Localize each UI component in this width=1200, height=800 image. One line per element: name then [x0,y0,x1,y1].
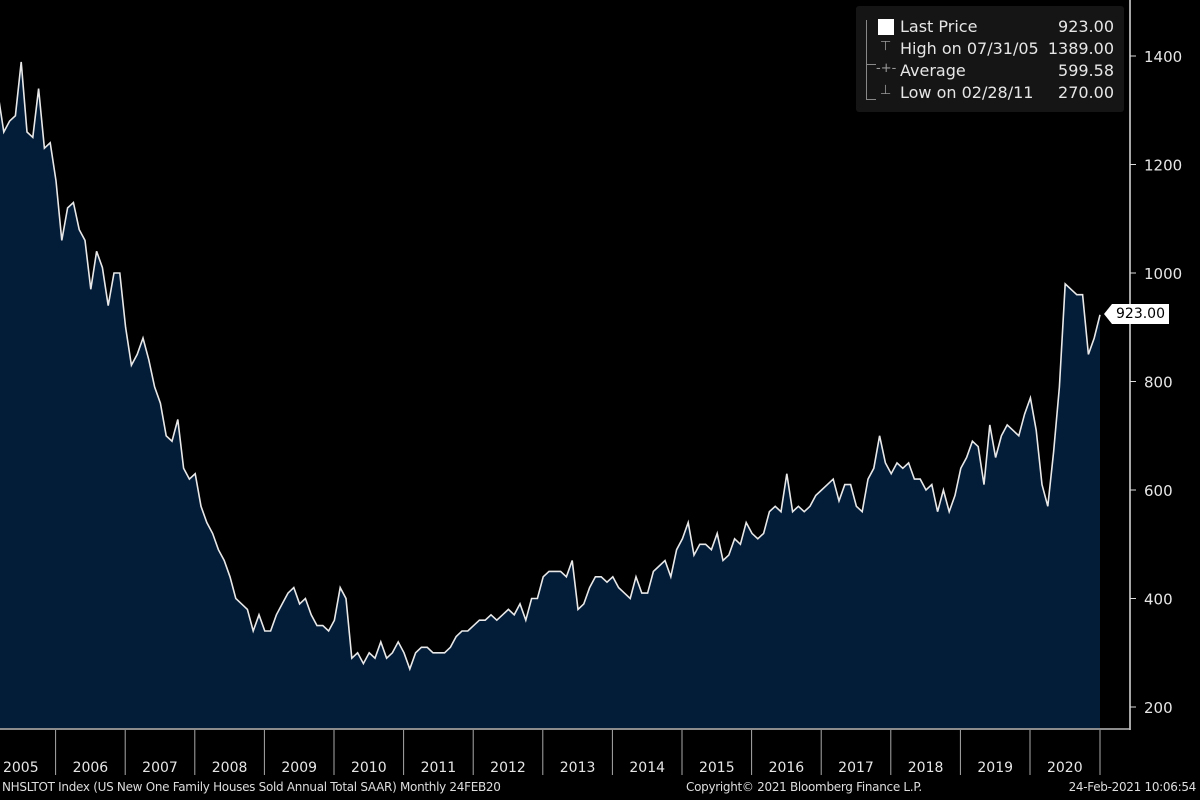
x-tick-label: 2007 [142,760,178,776]
series-area-fill [0,62,1100,728]
legend-row-high: High on 07/31/05 1389.00 [900,39,1114,61]
y-tick-label: 600 [1144,482,1173,500]
y-tick-label: 800 [1144,374,1173,392]
legend-label: Average [900,61,966,80]
legend: ⊤ -+- ⊥ Last Price 923.00 High on 07/31/… [856,6,1124,112]
y-tick-label: 200 [1144,699,1173,717]
x-tick-label: 2018 [908,760,944,776]
x-tick-label: 2020 [1047,760,1083,776]
legend-tree-tick [866,64,876,65]
low-marker-icon: ⊥ [880,83,892,98]
legend-row-low: Low on 02/28/11 270.00 [900,83,1114,105]
footer-security-description: NHSLTOT Index (US New One Family Houses … [2,780,501,794]
x-tick-label: 2010 [351,760,387,776]
x-tick-label: 2019 [977,760,1013,776]
legend-row-average: Average 599.58 [900,61,1114,83]
legend-label: Low on 02/28/11 [900,83,1034,102]
y-tick-label: 1200 [1144,157,1182,175]
x-tick-label: 2009 [281,760,317,776]
x-tick-label: 2015 [699,760,735,776]
legend-value: 923.00 [1058,17,1114,36]
x-tick-label: 2005 [3,760,39,776]
legend-tree-tick [866,99,876,100]
last-price-tag: 923.00 [1104,304,1169,324]
x-tick-label: 2014 [629,760,665,776]
y-tick-label: 1400 [1144,48,1182,66]
x-tick-label: 2012 [490,760,526,776]
high-marker-icon: ⊤ [880,39,892,54]
legend-row-last-price: Last Price 923.00 [900,17,1114,39]
y-tick-label: 1000 [1144,265,1182,283]
x-tick-label: 2008 [212,760,248,776]
footer-timestamp: 24-Feb-2021 10:06:54 [1068,780,1197,794]
x-tick-label: 2011 [421,760,457,776]
legend-tree-line [866,20,877,100]
x-tick-label: 2017 [838,760,874,776]
x-tick-label: 2006 [73,760,109,776]
y-tick-label: 400 [1144,591,1173,609]
legend-value: 270.00 [1058,83,1114,102]
legend-label: High on 07/31/05 [900,39,1039,58]
legend-label: Last Price [900,17,978,36]
x-tick-label: 2016 [769,760,805,776]
legend-value: 599.58 [1058,61,1114,80]
average-marker-icon: -+- [876,61,897,76]
x-tick-label: 2013 [560,760,596,776]
legend-value: 1389.00 [1047,39,1114,58]
footer-copyright: Copyright© 2021 Bloomberg Finance L.P. [686,780,922,794]
last-price-swatch [878,19,894,35]
